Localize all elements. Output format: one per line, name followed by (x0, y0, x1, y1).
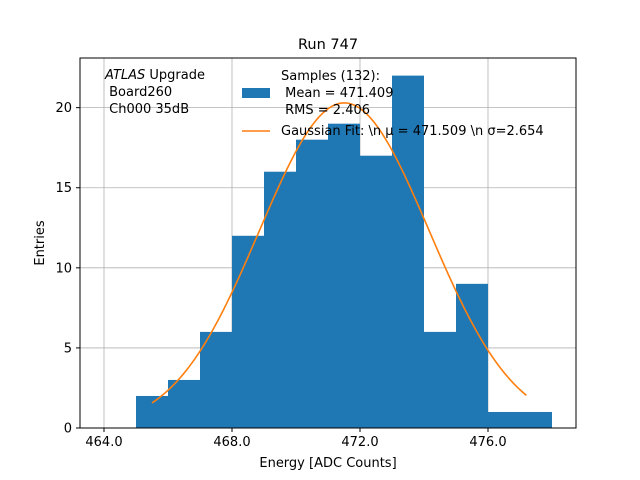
x-axis-label: Energy [ADC Counts] (259, 456, 396, 471)
annotation-italic: ATLAS (104, 68, 145, 83)
y-tick-label: 10 (55, 261, 72, 276)
histogram-bar (424, 331, 456, 428)
legend-histogram-swatch (242, 88, 270, 98)
histogram-bar (200, 331, 232, 428)
legend: Samples (132): Mean = 471.409 RMS = 2.40… (242, 69, 544, 139)
histogram-bar (392, 75, 424, 428)
y-tick-label: 20 (55, 101, 72, 116)
legend-histogram-line-3: RMS = 2.406 (281, 103, 370, 118)
annotation-line2: Board260 (105, 85, 172, 100)
x-tick-label: 468.0 (213, 435, 250, 450)
axis-ticks: 464.0 468.0 472.0 476.0 0 5 10 15 20 (55, 101, 506, 450)
legend-histogram-line-2: Mean = 471.409 (281, 86, 393, 101)
y-tick-label: 0 (64, 422, 72, 437)
histogram-bar (232, 235, 264, 428)
y-axis-label: Entries (33, 220, 48, 266)
histogram-bar (264, 171, 296, 428)
annotation-line1: Upgrade (145, 68, 205, 83)
gaussian-fit-curve (151, 102, 527, 404)
plot-area-frame (79, 57, 577, 429)
legend-histogram-line-1: Samples (132): (281, 69, 380, 84)
histogram-bar (520, 411, 552, 428)
y-tick-label: 15 (55, 181, 72, 196)
x-tick-label: 464.0 (85, 435, 122, 450)
histogram-bar (456, 283, 488, 428)
x-tick-label: 472.0 (341, 435, 378, 450)
histogram-bar (488, 411, 520, 428)
histogram-bar (168, 379, 200, 428)
annotation-line3: Ch000 35dB (105, 102, 189, 117)
histogram-bar (328, 123, 360, 429)
gaussian-fit (151, 102, 527, 404)
y-tick-label: 5 (64, 341, 72, 356)
histogram-bars (136, 75, 552, 429)
histogram-bar (296, 139, 328, 429)
histogram-bar (136, 395, 168, 428)
legend-fit-label: Gaussian Fit: \n μ = 471.509 \n σ=2.654 (281, 124, 544, 139)
x-tick-label: 476.0 (469, 435, 506, 450)
atlas-annotation: ATLAS Upgrade Board260 Ch000 35dB (104, 68, 205, 117)
svg-text:ATLAS Upgrade: ATLAS Upgrade (104, 68, 205, 83)
chart-title: Run 747 (298, 37, 358, 53)
histogram-bar (360, 155, 392, 428)
